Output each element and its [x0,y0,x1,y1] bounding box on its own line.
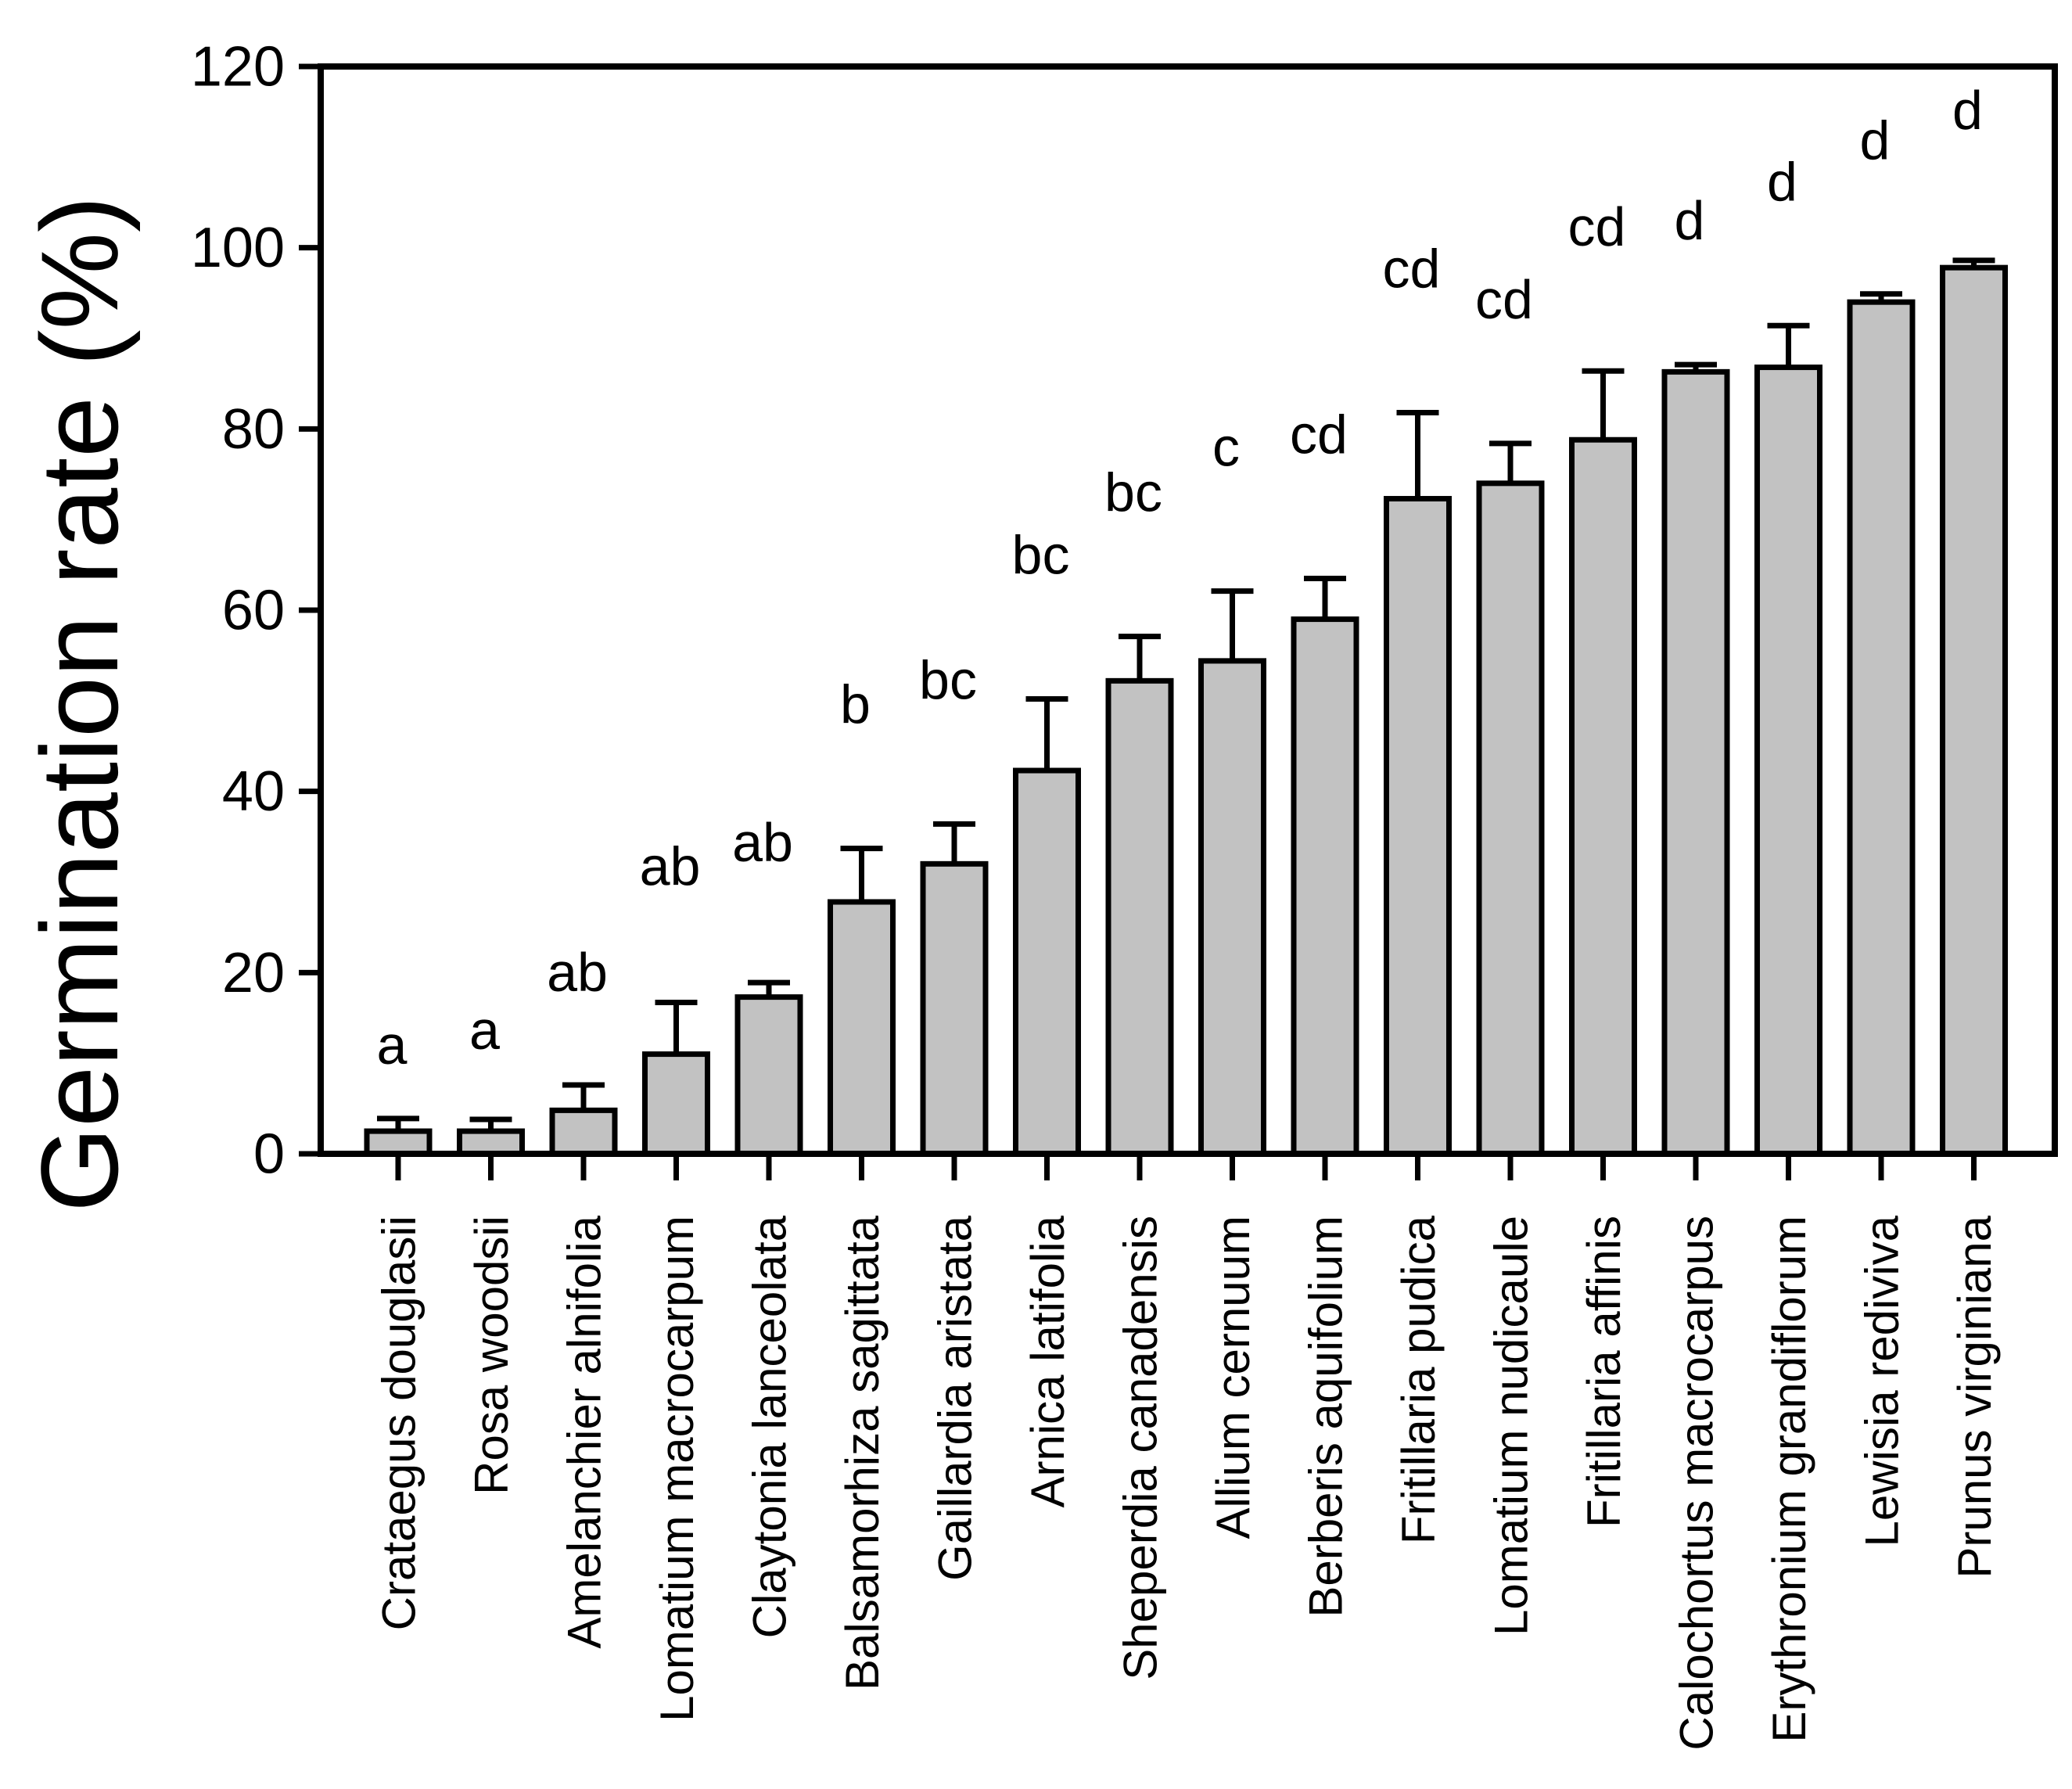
bar-11 [1291,616,1359,1157]
x-axis-category-label: Arnica latifolia [1022,1215,1074,1507]
sig-letter: ab [640,836,701,897]
y-axis-title: Germination rate (%) [18,196,141,1212]
sig-letter: bc [919,649,977,710]
x-axis-category-label: Prunus virginiana [1948,1215,2001,1578]
bar-6 [828,899,896,1157]
x-axis-category-label: Fritillaria pudica [1392,1215,1445,1544]
x-axis-category-label: Fritillaria affinis [1578,1216,1630,1528]
sig-letter: cd [1383,238,1441,299]
bar-12 [1384,496,1452,1157]
bar-5 [734,994,803,1157]
axis-frame [318,63,2058,1157]
bar-14 [1569,436,1637,1157]
x-axis-category-label: Gaillardia aristata [929,1215,982,1581]
sig-letter: b [840,674,871,735]
y-tick-label: 120 [191,35,285,98]
bar-18 [1940,264,2008,1157]
bar-15 [1661,368,1730,1157]
bar-3 [549,1107,618,1157]
bar-4 [642,1051,710,1157]
bar-17 [1847,299,1916,1157]
sig-letter: d [1767,151,1797,212]
sig-letter: d [1860,110,1891,171]
sig-letter: ab [547,942,608,1003]
sig-letter: bc [1104,462,1162,523]
bar-9 [1105,677,1174,1157]
sig-letter: cd [1568,196,1626,257]
x-axis-category-label: Berberis aquifolium [1300,1216,1352,1618]
x-axis-category-label: Lomatium nudicaule [1485,1216,1538,1636]
x-axis-category-label: Amelanchier alnifolia [558,1215,611,1648]
x-axis-category-label: Lewisia rediviva [1856,1215,1909,1547]
x-axis-category-label: Erythronium grandiflorum [1763,1216,1815,1743]
x-axis-category-label: Crataegus douglasii [373,1216,426,1630]
y-tick-label: 100 [191,217,285,279]
sig-letter: a [469,1000,500,1061]
bar-16 [1754,365,1822,1157]
x-axis-category-label: Claytonia lanceolata [744,1215,796,1638]
bar-8 [1013,767,1081,1157]
y-tick-label: 60 [222,579,285,641]
sig-letter: d [1675,190,1705,251]
x-axis-category-label: Calochortus macrocarpus [1671,1216,1723,1751]
x-axis-category-label: Rosa woodsii [465,1216,518,1495]
sig-letter: cd [1290,404,1348,465]
y-tick-label: 0 [253,1123,285,1185]
sig-letter: c [1212,417,1240,478]
sig-letter: a [377,1015,408,1076]
x-axis-category-label: Balsamorhiza sagittata [836,1215,889,1690]
sig-letter: cd [1475,269,1533,330]
x-axis-category-label: Lomatium macrocarpum [651,1216,703,1722]
y-tick-label: 40 [222,760,285,823]
x-axis-category-label: Allium cernuum [1207,1216,1259,1539]
x-axis-category-label: Sheperdia canadensis [1115,1216,1167,1680]
bar-10 [1198,658,1266,1157]
sig-letter: ab [732,812,793,873]
bar-7 [920,860,989,1157]
sig-letter: bc [1012,525,1070,586]
bar-1 [364,1128,433,1157]
sig-letter: d [1952,80,1983,141]
y-tick-label: 80 [222,398,285,461]
bar-2 [457,1128,525,1157]
bar-13 [1476,480,1545,1157]
y-tick-label: 20 [222,942,285,1004]
